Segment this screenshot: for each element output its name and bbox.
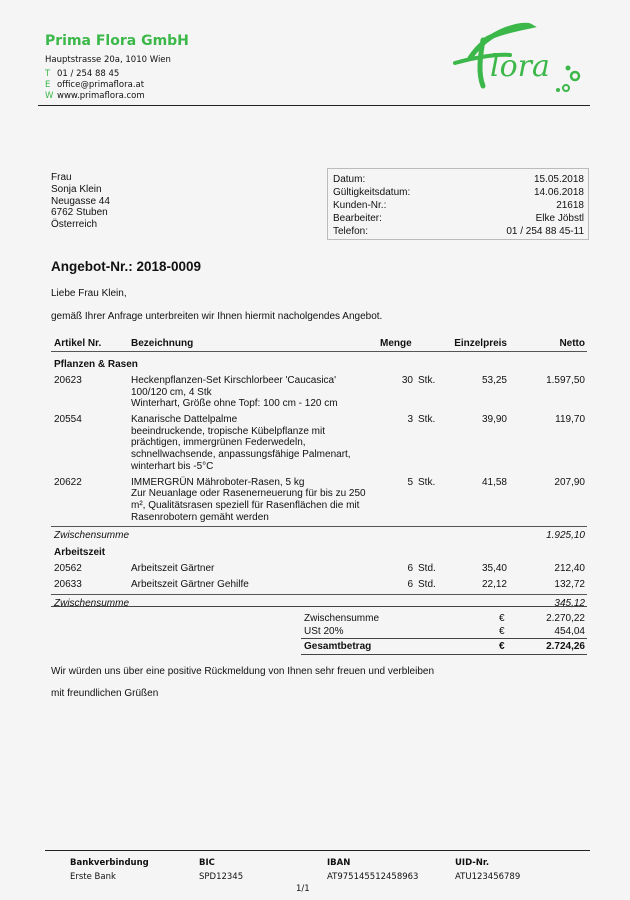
cell-artikel-nr: 20633: [54, 579, 82, 591]
group-title: Pflanzen & Rasen: [54, 359, 138, 370]
cell-bezeichnung: Arbeitszeit Gärtner Gehilfe: [131, 579, 249, 591]
cell-menge: 6: [407, 563, 413, 575]
subtotal-value: 345,12: [554, 597, 585, 609]
info-valid-until: Gültigkeitsdatum: 14.06.2018: [333, 187, 584, 198]
recipient-line: Österreich: [51, 219, 98, 231]
subtotal-value: 1.925,10: [546, 530, 585, 542]
company-name: Prima Flora GmbH: [45, 33, 189, 49]
totals-label: Zwischensumme: [304, 613, 380, 624]
cell-einzelpreis: 39,90: [481, 414, 507, 426]
totals-divider: [301, 654, 587, 655]
footer-heading: Bankverbindung: [70, 858, 149, 868]
col-header-einzelpreis: Einzelpreis: [454, 338, 507, 349]
footer-iban: IBAN AT975145512458963: [327, 856, 418, 884]
footer-value: SPD12345: [199, 872, 244, 882]
col-header-menge: Menge: [380, 338, 412, 349]
subtotal-label: Zwischensumme: [54, 597, 130, 609]
totals-currency: €: [499, 641, 505, 652]
footer-heading: BIC: [199, 858, 215, 868]
info-clerk: Bearbeiter: Elke Jöbstl: [333, 213, 584, 224]
cell-unit: Std.: [418, 563, 436, 575]
cell-unit: Stk.: [418, 375, 436, 386]
cell-einzelpreis: 53,25: [481, 375, 507, 386]
recipient-line: Neugasse 44: [51, 195, 110, 207]
table-divider: [51, 606, 587, 607]
page-number: 1/1: [296, 884, 310, 894]
footer-uid: UID-Nr. ATU123456789: [455, 856, 520, 884]
cell-artikel-nr: 20623: [54, 375, 82, 386]
totals-label: Gesamtbetrag: [304, 641, 372, 652]
info-date: Datum: 15.05.2018: [333, 174, 584, 185]
footer-value: Erste Bank: [70, 872, 116, 882]
cell-einzelpreis: 41,58: [481, 476, 507, 488]
cell-menge: 6: [407, 579, 413, 591]
recipient-line: 6762 Stuben: [51, 207, 108, 219]
greeting: Liebe Frau Klein,: [51, 288, 127, 299]
totals-label: USt 20%: [304, 626, 344, 637]
regards-text: mit freundlichen Grüßen: [51, 688, 159, 699]
cell-einzelpreis: 22,12: [481, 579, 507, 591]
cell-unit: Stk.: [418, 476, 436, 488]
totals-value: 2.724,26: [546, 641, 585, 652]
cell-bezeichnung: Heckenpflanzen-Set Kirschlorbeer 'Caucas…: [131, 375, 338, 410]
cell-unit: Std.: [418, 579, 436, 591]
recipient-address: Frau Sonja Klein Neugasse 44 6762 Stuben…: [51, 172, 110, 231]
totals-currency: €: [499, 626, 505, 637]
footer-heading: UID-Nr.: [455, 858, 490, 868]
subtotal-label: Zwischensumme: [54, 530, 130, 542]
svg-text:lora: lora: [490, 49, 550, 84]
recipient-line: Sonja Klein: [51, 183, 102, 195]
totals-divider: [301, 638, 587, 639]
cell-artikel-nr: 20622: [54, 476, 82, 488]
cell-bezeichnung: IMMERGRÜN Mähroboter-Rasen, 5 kg Zur Neu…: [131, 476, 366, 523]
intro-text: gemäß Ihrer Anfrage unterbreiten wir Ihn…: [51, 311, 383, 322]
cell-artikel-nr: 20554: [54, 414, 82, 426]
cell-netto: 212,40: [554, 563, 585, 575]
info-box: Datum: 15.05.2018 Gültigkeitsdatum: 14.06.…: [327, 168, 589, 240]
cell-netto: 132,72: [554, 579, 585, 591]
cell-menge: 3: [407, 414, 413, 426]
company-address: Hauptstrasse 20a, 1010 Wien: [45, 55, 171, 65]
flora-logo: lora: [453, 22, 581, 92]
recipient-line: Frau: [51, 172, 72, 183]
col-header-bezeichnung: Bezeichnung: [131, 338, 194, 349]
totals-currency: €: [499, 613, 505, 624]
cell-artikel-nr: 20562: [54, 563, 82, 575]
col-header-netto: Netto: [559, 338, 585, 349]
page-title: Angebot-Nr.: 2018-0009: [51, 259, 202, 274]
table-header-divider: [51, 351, 587, 352]
info-phone: Telefon: 01 / 254 88 45-11: [333, 226, 584, 237]
footer-value: AT975145512458963: [327, 872, 419, 882]
contact-phone: T 01 / 254 88 45: [45, 69, 120, 79]
cell-einzelpreis: 35,40: [481, 563, 507, 575]
group-title: Arbeitszeit: [54, 547, 106, 559]
cell-netto: 119,70: [555, 414, 585, 426]
footer-value: ATU123456789: [455, 872, 521, 882]
cell-unit: Stk.: [418, 414, 436, 426]
info-customer-no: Kunden-Nr.: 21618: [333, 200, 584, 211]
cell-bezeichnung: Arbeitszeit Gärtner: [131, 563, 215, 575]
cell-netto: 207,90: [554, 476, 585, 488]
footer-divider: [45, 850, 590, 851]
table-divider: [51, 526, 587, 528]
footer-heading: IBAN: [327, 858, 351, 868]
footer-bic: BIC SPD12345: [199, 856, 243, 884]
closing-text: Wir würden uns über eine positive Rückme…: [51, 666, 435, 677]
cell-menge: 5: [407, 476, 413, 488]
cell-menge: 30: [401, 375, 413, 386]
totals-value: 2.270,22: [546, 613, 585, 624]
col-header-artikel: Artikel Nr.: [54, 338, 102, 349]
totals-value: 454,04: [554, 626, 585, 637]
cell-netto: 1.597,50: [546, 375, 585, 386]
footer-bank: Bankverbindung Erste Bank: [70, 856, 149, 884]
cell-bezeichnung: Kanarische Dattelpalme beeindruckende, t…: [131, 414, 351, 472]
table-divider: [51, 593, 587, 595]
header-divider: [38, 105, 590, 106]
